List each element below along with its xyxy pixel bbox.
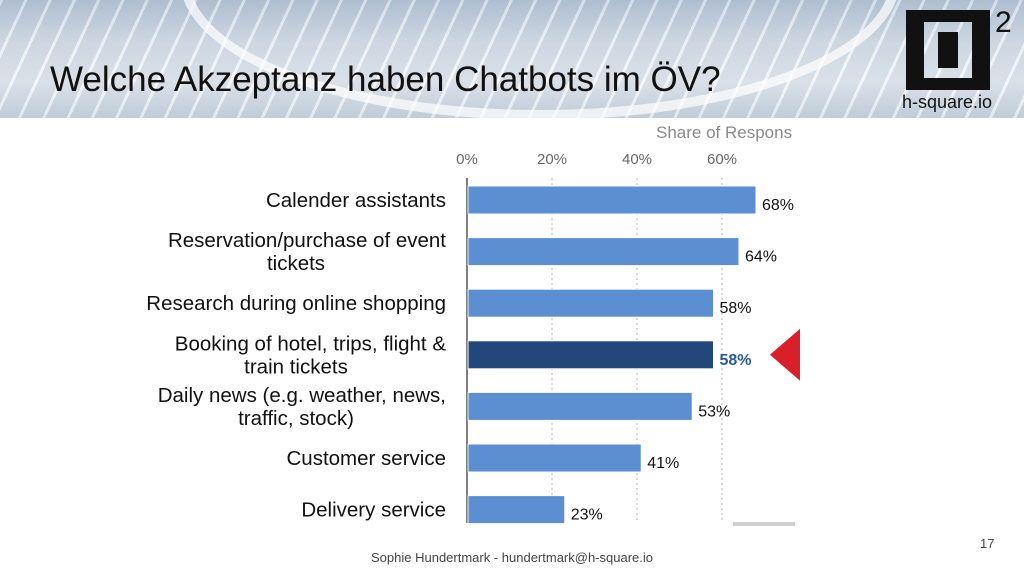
category-label: Booking of hotel, trips, flight &	[175, 332, 447, 355]
bar-value-label: 23%	[571, 507, 603, 524]
bar	[467, 391, 693, 421]
bar	[467, 443, 642, 473]
footer-text: Sophie Hundertmark - hundertmark@h-squar…	[371, 550, 653, 565]
bar-value-label: 41%	[647, 455, 679, 472]
slide-title: Welche Akzeptanz haben Chatbots im ÖV?	[50, 60, 721, 99]
bar	[467, 288, 714, 318]
category-label: train tickets	[244, 355, 348, 378]
category-label: Delivery service	[301, 499, 446, 522]
bar	[467, 185, 757, 215]
category-label: Research during online shopping	[146, 292, 446, 315]
chart-title: Share of Respons	[656, 123, 792, 142]
category-label: Calender assistants	[266, 189, 446, 212]
bar-chart: Share of Respons0%20%40%60%868%Calender …	[146, 118, 1024, 530]
bar-value-label: 58%	[720, 352, 752, 369]
category-label: Daily news (e.g. weather, news,	[158, 384, 446, 407]
bar-value-label: 68%	[762, 197, 794, 214]
category-label: Customer service	[287, 447, 447, 470]
page-number: 17	[980, 536, 995, 551]
x-tick-label: 60%	[707, 151, 737, 168]
logo-superscript: 2	[995, 6, 1012, 39]
bar	[467, 237, 740, 267]
category-label: Reservation/purchase of event	[168, 229, 446, 252]
bar-value-label: 53%	[698, 403, 730, 420]
category-label: traffic, stock)	[238, 407, 354, 430]
x-tick-label: 0%	[456, 151, 478, 168]
x-tick-label: 20%	[537, 151, 567, 168]
chart-right-mask	[805, 118, 1024, 530]
bar-value-label: 64%	[745, 249, 777, 266]
h-square-logo	[906, 10, 990, 90]
highlight-arrow-icon	[770, 328, 800, 381]
header-banner	[0, 0, 1024, 118]
chart-bottom-strip	[733, 522, 795, 526]
category-label: tickets	[267, 252, 325, 275]
bar	[467, 495, 566, 525]
x-tick-label: 40%	[622, 151, 652, 168]
bar-value-label: 58%	[720, 300, 752, 317]
bar	[467, 340, 714, 370]
logo-text: h-square.io	[902, 92, 993, 112]
